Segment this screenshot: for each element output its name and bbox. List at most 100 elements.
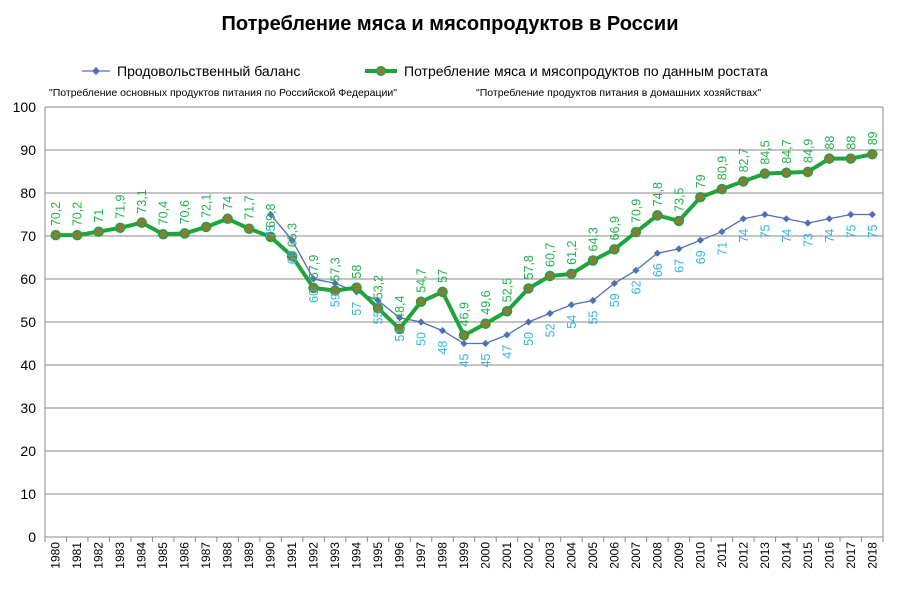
- data-point-balance: [374, 296, 382, 305]
- x-tick-label: 2009: [672, 542, 686, 569]
- data-point-balance: [610, 279, 619, 287]
- x-tick-label: 1980: [49, 542, 63, 569]
- data-point-rosstat: [673, 215, 685, 227]
- x-tick-label: 1986: [178, 542, 192, 569]
- data-label-rosstat: 80,9: [715, 156, 729, 180]
- data-label-rosstat: 54,7: [415, 268, 429, 292]
- data-point-balance: [868, 210, 876, 219]
- x-tick-label: 1992: [307, 542, 321, 569]
- data-point-balance: [395, 314, 404, 322]
- data-label-rosstat: 57: [436, 269, 450, 283]
- data-label-rosstat: 57,3: [329, 257, 343, 281]
- y-tick-label: 70: [20, 228, 36, 244]
- data-label-rosstat: 48,4: [393, 296, 407, 320]
- data-point-rosstat: [329, 285, 341, 296]
- data-point-rosstat: [222, 213, 233, 225]
- x-tick-label: 2012: [736, 542, 750, 569]
- data-point-balance: [309, 275, 318, 283]
- source-note-balance: "Потребление основных продуктов питания …: [49, 87, 397, 99]
- legend-marker-rosstat: [375, 65, 387, 77]
- data-label-balance: 66: [651, 263, 665, 277]
- data-label-balance: 57: [350, 302, 364, 316]
- data-label-rosstat: 69,8: [264, 203, 278, 227]
- x-tick-label: 1984: [135, 542, 149, 569]
- legend: Продовольственный баланс Потребление мяс…: [82, 63, 768, 79]
- x-axis: 1980 1981 1982 1983 1984 1985 1986 1987 1988 1989…: [44, 537, 884, 569]
- x-tick-label: 2002: [521, 542, 535, 569]
- data-point-balance: [739, 215, 747, 223]
- x-tick-label: 2003: [543, 542, 557, 569]
- data-label-rosstat: 70,2: [49, 202, 63, 226]
- data-point-rosstat: [501, 306, 513, 317]
- y-tick-label: 90: [20, 142, 36, 158]
- legend-label-rosstat: Потребление мяса и мясопродуктов по данн…: [404, 63, 768, 79]
- x-tick-label: 2006: [607, 542, 621, 569]
- x-tick-label: 1997: [414, 542, 428, 569]
- data-point-balance: [524, 318, 533, 326]
- data-label-rosstat: 52,5: [500, 278, 514, 302]
- data-point-rosstat: [845, 153, 857, 164]
- data-label-balance: 48: [436, 341, 450, 355]
- data-point-balance: [653, 249, 661, 257]
- data-label-balance: 59: [329, 293, 343, 307]
- data-label-rosstat: 84,7: [780, 139, 794, 163]
- data-point-rosstat: [480, 318, 491, 329]
- data-label-balance: 59: [608, 293, 622, 307]
- data-point-rosstat: [286, 250, 298, 262]
- y-tick-label: 50: [20, 314, 36, 330]
- data-point-rosstat: [716, 183, 728, 195]
- data-point-rosstat: [179, 228, 190, 239]
- data-label-rosstat: 46,9: [458, 302, 472, 326]
- data-label-rosstat: 64,3: [586, 227, 600, 251]
- x-tick-label: 2000: [478, 542, 492, 569]
- x-tick-label: 2017: [844, 542, 858, 569]
- x-tick-label: 2016: [822, 542, 836, 569]
- data-point-rosstat: [50, 229, 61, 241]
- x-tick-label: 2013: [758, 542, 772, 569]
- data-point-rosstat: [243, 223, 255, 234]
- data-label-rosstat: 66,9: [608, 216, 622, 240]
- legend-marker-balance: [92, 67, 100, 75]
- data-label-rosstat: 73,1: [135, 189, 149, 213]
- data-point-rosstat: [759, 168, 771, 179]
- data-label-rosstat: 73,5: [672, 188, 686, 212]
- x-tick-label: 1985: [156, 542, 170, 569]
- data-point-rosstat: [415, 296, 427, 308]
- y-tick-label: 20: [20, 443, 36, 459]
- x-tick-label: 1991: [285, 542, 299, 569]
- x-tick-label: 2011: [715, 542, 729, 568]
- data-point-rosstat: [630, 226, 642, 238]
- x-tick-label: 1998: [436, 542, 450, 569]
- x-tick-label: 1981: [70, 542, 84, 569]
- data-point-balance: [675, 245, 683, 253]
- data-point-balance: [546, 309, 554, 317]
- x-tick-label: 2008: [650, 542, 664, 569]
- data-label-balance: 52: [543, 323, 557, 337]
- data-label-rosstat: 70,4: [157, 201, 171, 225]
- data-point-balance: [804, 219, 812, 227]
- data-label-balance: 74: [823, 229, 837, 243]
- data-label-balance: 75: [866, 224, 880, 238]
- x-tick-label: 1993: [328, 542, 342, 569]
- data-label-balance: 45: [458, 353, 472, 367]
- data-label-rosstat: 58: [350, 265, 364, 279]
- data-label-rosstat: 53,2: [372, 275, 386, 299]
- data-point-rosstat: [609, 244, 620, 255]
- data-point-rosstat: [394, 323, 405, 335]
- data-point-balance: [460, 339, 468, 348]
- data-point-rosstat: [566, 268, 577, 280]
- x-tick-label: 2005: [586, 542, 600, 569]
- data-point-balance: [696, 236, 704, 244]
- data-point-balance: [761, 210, 769, 219]
- data-point-balance: [567, 301, 576, 309]
- data-label-balance: 45: [479, 353, 493, 367]
- data-label-balance: 75: [758, 224, 772, 238]
- data-point-rosstat: [308, 282, 319, 294]
- series-rosstat: [50, 149, 878, 341]
- data-label-rosstat: 74,8: [651, 182, 665, 206]
- data-point-rosstat: [458, 330, 470, 341]
- grid: [44, 106, 884, 538]
- x-tick-label: 1994: [350, 542, 364, 569]
- x-tick-label: 2004: [564, 542, 578, 569]
- data-labels-balance: 75 69 60 59 57 55 51 50 48 45 45 47 50 52 54 55 59 62 66 67…: [264, 224, 880, 367]
